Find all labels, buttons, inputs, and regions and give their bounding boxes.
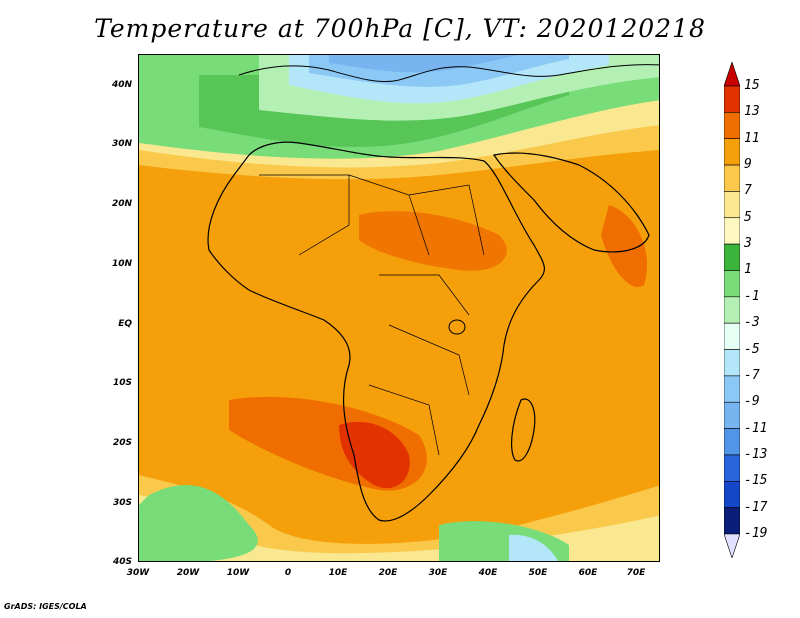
colorbar-label: -15 [744, 473, 768, 489]
colorbar-label: 1 [744, 262, 752, 278]
lon-label-40e: 40E [478, 568, 498, 578]
map-canvas [139, 55, 659, 561]
colorbar-label: 13 [744, 104, 760, 120]
colorbar-swatch [724, 270, 740, 298]
lat-label-eq: EQ [118, 319, 132, 329]
hot-sahel [359, 211, 507, 271]
lake-victoria [448, 319, 466, 335]
temperature-map [138, 54, 660, 562]
colorbar-swatch [724, 138, 740, 166]
lon-label-30e: 30E [428, 568, 448, 578]
colorbar-swatch [724, 507, 740, 535]
colorbar-label: -19 [744, 526, 768, 541]
lat-label-10s: 10S [112, 378, 132, 388]
lon-label-60e: 60E [578, 568, 598, 578]
colorbar-label: 7 [744, 183, 752, 199]
colorbar-swatch [724, 401, 740, 429]
colorbar-label: -9 [744, 394, 760, 410]
lon-label-20e: 20E [378, 568, 398, 578]
grads-credit: GrADS: IGES/COLA [4, 602, 87, 611]
madagascar-coastline [511, 398, 536, 462]
lat-label-30n: 30N [111, 139, 132, 149]
africa-coastline [207, 141, 546, 522]
colorbar-bottom-arrow [724, 533, 740, 558]
colorbar-swatch [724, 349, 740, 377]
colorbar-swatch [724, 322, 740, 350]
map-title: Temperature at 700hPa [C], VT: 202012021… [94, 14, 706, 43]
hot-east [601, 205, 648, 287]
pale-blue-south [509, 534, 558, 561]
colorbar-swatch [724, 375, 740, 403]
country-borders [259, 174, 485, 456]
colorbar-label: -1 [744, 288, 760, 304]
colorbar-swatch [724, 428, 740, 456]
colorbar [724, 62, 740, 558]
colorbar-label: -11 [744, 420, 768, 436]
lat-label-20n: 20N [111, 199, 132, 209]
colorbar-swatch [724, 191, 740, 219]
colorbar-label: -13 [744, 446, 768, 462]
colorbar-swatch [724, 217, 740, 245]
colorbar-top-arrow [724, 62, 740, 87]
lat-label-10n: 10N [111, 259, 132, 269]
colorbar-label: -17 [744, 499, 768, 515]
lon-label-30w: 30W [126, 568, 150, 578]
colorbar-label: -7 [744, 367, 760, 383]
lat-label-40s: 40S [112, 557, 132, 567]
lon-label-10e: 10E [328, 568, 348, 578]
colorbar-swatch [724, 480, 740, 508]
blue-north [329, 55, 519, 73]
lon-label-70e: 70E [626, 568, 646, 578]
very-hot-south [339, 421, 410, 489]
colorbar-label: -5 [744, 341, 760, 357]
lat-label-40n: 40N [111, 80, 132, 90]
lon-label-20w: 20W [176, 568, 200, 578]
lat-label-20s: 20S [112, 438, 132, 448]
colorbar-label: 9 [744, 157, 752, 173]
colorbar-swatch [724, 296, 740, 324]
lon-label-10w: 10W [226, 568, 250, 578]
colorbar-label: 3 [744, 236, 752, 252]
arabia-coastline [493, 152, 650, 253]
green-south-west [139, 485, 258, 561]
colorbar-label: 5 [744, 209, 752, 225]
colorbar-swatch [724, 164, 740, 192]
colorbar-label: 15 [744, 78, 760, 93]
lon-label-50e: 50E [528, 568, 548, 578]
lon-label-0: 0 [284, 568, 292, 578]
lat-label-30s: 30S [112, 498, 132, 508]
colorbar-swatch [724, 243, 740, 271]
colorbar-swatch [724, 85, 740, 113]
colorbar-label: 11 [744, 130, 760, 146]
colorbar-swatch [724, 112, 740, 140]
colorbar-label: -3 [744, 315, 760, 331]
colorbar-swatch [724, 454, 740, 482]
europe-coastline [238, 64, 659, 83]
